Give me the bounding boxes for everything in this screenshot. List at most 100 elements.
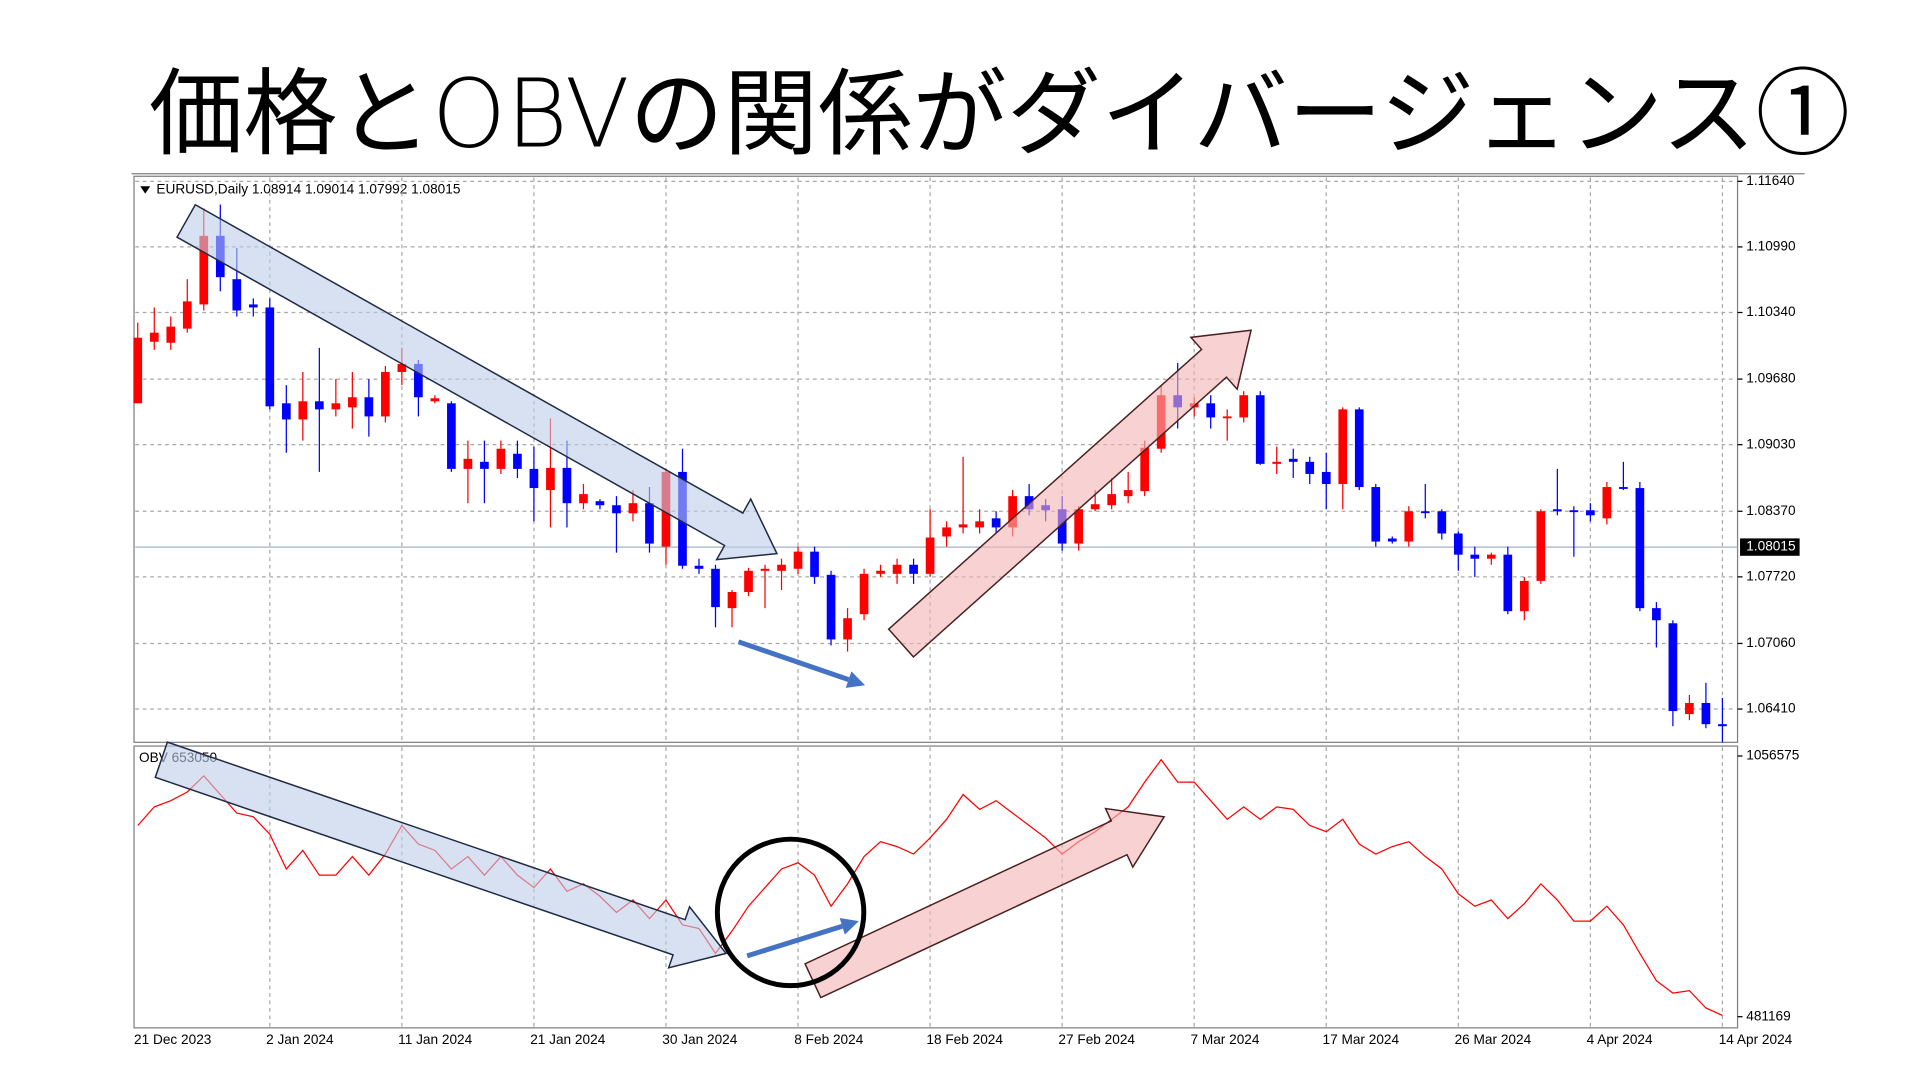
y-tick-label: 1.07060 (1746, 635, 1796, 650)
candle-body (942, 527, 951, 537)
candle-body (1503, 554, 1513, 612)
candle-body (1668, 623, 1678, 712)
candle-body (975, 521, 984, 528)
candle-body (1718, 724, 1727, 727)
candle-body (447, 403, 456, 469)
candle-body (1437, 511, 1447, 534)
menu-triangle (140, 186, 151, 194)
candle-body (463, 458, 473, 469)
candle-body (826, 574, 836, 640)
candle-body (513, 453, 522, 469)
annotation-line (737, 639, 850, 682)
y-tick-label: 1.08370 (1746, 503, 1796, 518)
candle-body (298, 401, 308, 420)
candle-body (1140, 447, 1150, 492)
candle-body (265, 307, 275, 407)
candle-body (1701, 702, 1711, 725)
candle-body (182, 301, 192, 329)
x-tick-label: 26 Mar 2024 (1455, 1032, 1532, 1047)
y-tick-label: 1.06410 (1746, 701, 1796, 716)
candle-body (397, 363, 407, 373)
annotation-arrow (176, 203, 779, 561)
y-tick-label: 481169 (1746, 1008, 1791, 1023)
candle-body (579, 494, 588, 504)
candle-body (364, 397, 374, 417)
x-tick-label: 14 Apr 2024 (1719, 1032, 1793, 1047)
x-tick-label: 11 Jan 2024 (398, 1032, 472, 1047)
candle-body (744, 570, 753, 592)
candle-body (1123, 490, 1133, 497)
candle-body (281, 403, 291, 420)
annotation-line (746, 923, 843, 959)
candle-body (1569, 510, 1579, 513)
annotation-arrow (154, 741, 728, 969)
candle-body (331, 403, 341, 410)
candle-body (991, 518, 1001, 528)
annotation-circle (714, 836, 867, 989)
candle-body (595, 501, 605, 506)
candle-body (562, 467, 572, 504)
candle-body (1470, 554, 1480, 559)
x-tick-label: 4 Apr 2024 (1587, 1032, 1653, 1047)
y-tick-label: 1056575 (1746, 748, 1800, 763)
candle-body (876, 570, 885, 574)
candle-body (1453, 533, 1463, 555)
x-tick-label: 21 Dec 2023 (134, 1032, 211, 1047)
x-tick-label: 27 Feb 2024 (1058, 1032, 1135, 1047)
candle-body (166, 326, 176, 343)
candle-body (529, 468, 539, 489)
annotation-head (839, 917, 859, 935)
candle-body (727, 591, 737, 609)
candle-body (628, 503, 638, 514)
candle-body (133, 337, 143, 404)
candle-body (149, 332, 159, 342)
candle-body (348, 397, 357, 408)
y-tick-label: 1.11640 (1746, 173, 1795, 188)
candle-body (1074, 509, 1083, 544)
candle-body (1255, 395, 1265, 464)
candle-body (793, 551, 803, 569)
x-tick-label: 18 Feb 2024 (926, 1032, 1003, 1047)
candle-body (381, 372, 390, 417)
candle-body (1387, 538, 1397, 542)
candle-body (958, 524, 968, 528)
candle-body (1685, 702, 1694, 715)
candle-body (1107, 494, 1117, 506)
candle-body (1305, 461, 1315, 474)
candle-body (1420, 511, 1430, 514)
candle-body (1057, 509, 1067, 544)
candle-body (694, 565, 704, 569)
candle-body (414, 363, 423, 398)
candle-body (1536, 511, 1546, 581)
candle-body (1586, 510, 1595, 516)
candle-body (612, 505, 621, 514)
candle-body (1272, 461, 1282, 464)
x-tick-label: 21 Jan 2024 (530, 1032, 605, 1047)
x-tick-label: 8 Feb 2024 (794, 1032, 863, 1047)
candle-body (1239, 395, 1249, 418)
candle-body (1222, 416, 1232, 419)
candle-body (1288, 458, 1298, 462)
candle-body (909, 564, 918, 574)
candle-body (430, 398, 440, 402)
obv-panel (133, 745, 1739, 1029)
candle-body (496, 448, 506, 469)
candle-body (1206, 403, 1216, 418)
candle-body (711, 568, 720, 608)
last-price-box (1740, 538, 1800, 556)
candle-body (199, 235, 209, 305)
y-tick-label: 1.10990 (1746, 239, 1796, 254)
candle-body (892, 564, 902, 574)
y-tick-label: 1.09680 (1746, 371, 1796, 386)
candle-body (1338, 409, 1348, 485)
candle-body (777, 564, 786, 571)
candle-body (760, 568, 770, 571)
candle-body (546, 467, 555, 491)
last-price-label: 1.08015 (1746, 539, 1796, 554)
annotation-head (845, 671, 866, 688)
x-tick-label: 2 Jan 2024 (266, 1032, 334, 1047)
candle-body (248, 304, 258, 308)
candle-body (1635, 488, 1645, 609)
